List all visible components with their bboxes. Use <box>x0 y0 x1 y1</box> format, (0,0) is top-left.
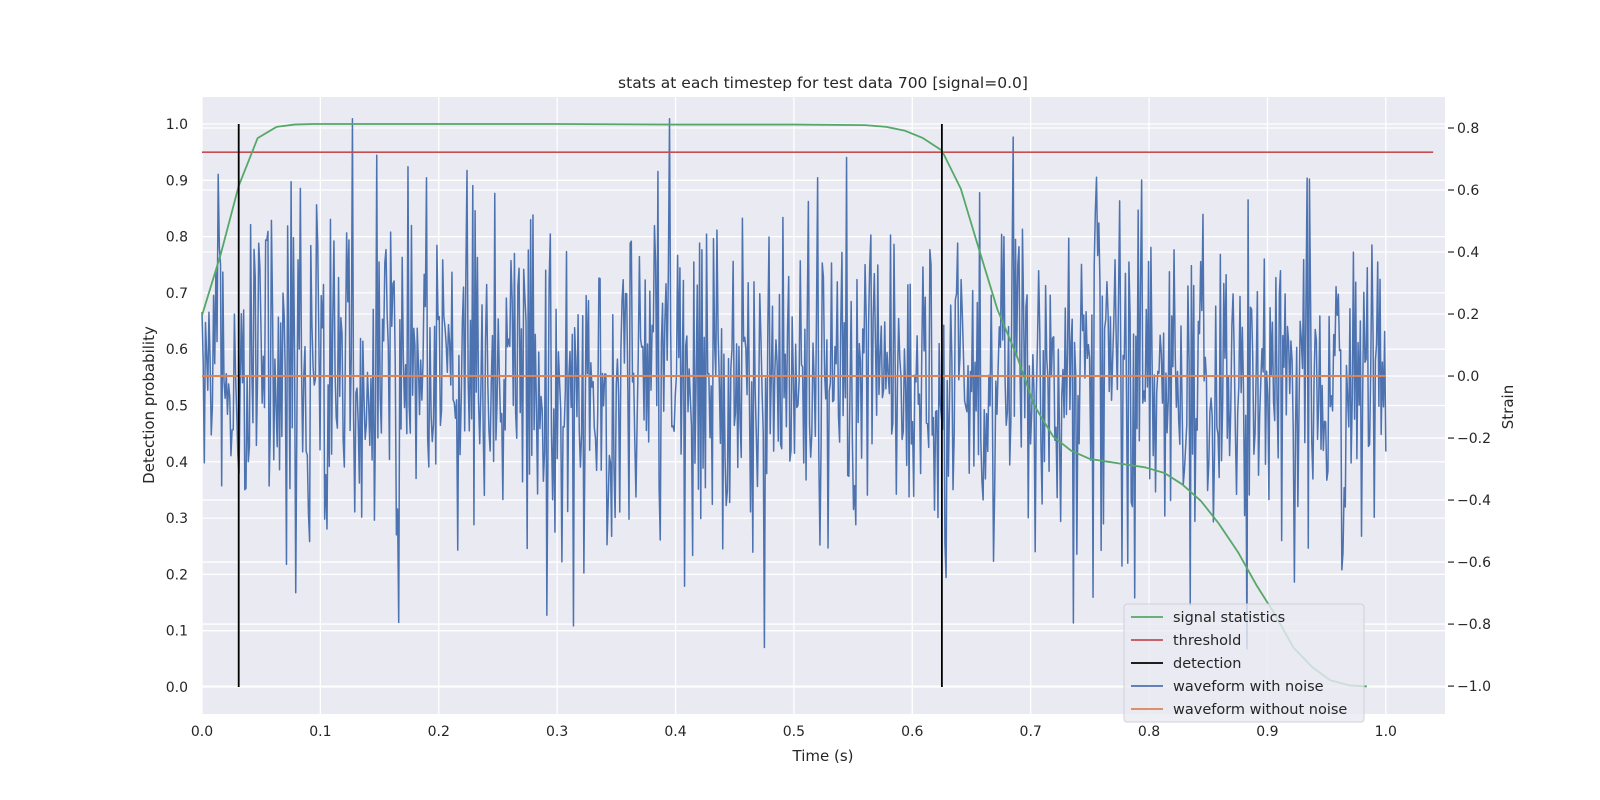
legend-label-detection: detection <box>1173 656 1241 672</box>
waveform-with-noise-line <box>201 117 1387 650</box>
y-tick-label-right: −0.2 <box>1457 431 1491 447</box>
y-tick-label-right: −0.4 <box>1457 493 1491 509</box>
x-tick-label: 0.8 <box>1138 724 1160 740</box>
y-tick-label-left: 0.5 <box>166 399 188 415</box>
y-tick-label-left: 0.4 <box>166 455 188 471</box>
y-tick-label-left: 0.8 <box>166 230 188 246</box>
legend-box <box>1123 603 1365 723</box>
y-tick-label-left: 1.0 <box>166 117 188 133</box>
x-tick-label: 0.1 <box>309 724 331 740</box>
y-tick-label-right: −0.6 <box>1457 555 1491 571</box>
y-tick-label-right: 0.4 <box>1457 245 1479 261</box>
y-tick-label-right: 0.2 <box>1457 307 1479 323</box>
y-tick-label-left: 0.0 <box>166 680 188 696</box>
x-tick-label: 0.7 <box>1020 724 1042 740</box>
y-tick-label-right: −0.8 <box>1457 617 1491 633</box>
y-tick-label-left: 0.7 <box>166 286 188 302</box>
y-axis-label-right: Strain <box>1499 385 1517 429</box>
x-tick-label: 0.6 <box>901 724 923 740</box>
y-tick-label-left: 0.3 <box>166 511 188 527</box>
legend-label-threshold: threshold <box>1173 633 1241 649</box>
y-tick-label-left: 0.1 <box>166 624 188 640</box>
y-tick-label-right: 0.8 <box>1457 121 1479 137</box>
x-tick-label: 0.0 <box>191 724 213 740</box>
signal-statistics-line <box>201 123 1367 688</box>
y-tick-label-right: 0.6 <box>1457 183 1479 199</box>
x-tick-label: 1.0 <box>1375 724 1397 740</box>
y-tick-label-left: 0.2 <box>166 567 188 583</box>
ticks-layer: 0.0 0.1 0.2 0.3 0.4 0.5 0.6 0.7 0.8 0.9 1.0 0.0 0.1 0… <box>166 117 1491 740</box>
legend-label-signal-statistics: signal statistics <box>1173 610 1285 626</box>
x-tick-label: 0.4 <box>664 724 686 740</box>
y-axis-label-left: Detection probability <box>140 326 158 484</box>
chart-title: stats at each timestep for test data 700… <box>618 74 1028 92</box>
x-tick-label: 0.9 <box>1256 724 1278 740</box>
legend-label-waveform-without-noise: waveform without noise <box>1173 702 1347 718</box>
y-tick-label-right: −1.0 <box>1457 679 1491 695</box>
x-tick-label: 0.2 <box>428 724 450 740</box>
legend-label-waveform-with-noise: waveform with noise <box>1173 679 1324 695</box>
legend: signal statistics threshold detection wa… <box>1123 603 1365 723</box>
x-tick-label: 0.3 <box>546 724 568 740</box>
y-tick-label-right: 0.0 <box>1457 369 1479 385</box>
series-layer <box>201 117 1434 688</box>
x-axis-label: Time (s) <box>792 747 854 765</box>
y-tick-label-left: 0.6 <box>166 342 188 358</box>
x-tick-label: 0.5 <box>783 724 805 740</box>
y-tick-label-left: 0.9 <box>166 173 188 189</box>
